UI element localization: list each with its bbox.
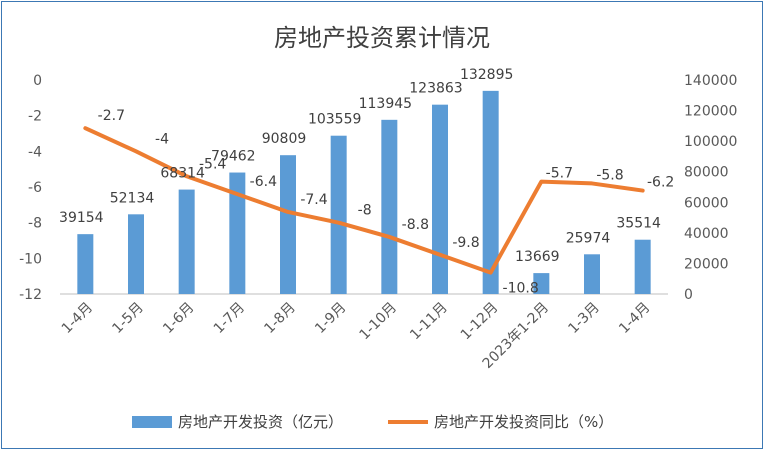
bar-data-label: 52134 <box>110 190 155 206</box>
bar <box>584 254 600 294</box>
bar-data-label: 103559 <box>308 112 361 128</box>
right-tick-label: 60000 <box>684 195 729 211</box>
line-data-label: -2.7 <box>98 108 125 124</box>
chart-title: 房地产投资累计情况 <box>274 24 490 52</box>
line-data-label: -6.2 <box>647 175 674 191</box>
bar-data-label: 35514 <box>616 216 661 232</box>
bar <box>634 239 651 294</box>
bar <box>77 234 94 294</box>
legend-bar-swatch <box>132 416 172 428</box>
left-tick-label: -12 <box>19 287 42 303</box>
category-label: 1-11月 <box>407 300 451 344</box>
category-label: 1-8月 <box>261 300 298 337</box>
line-data-label: -5.7 <box>546 166 573 182</box>
labels-group: 39154 52134 68314 79462 90809103559113945123… <box>59 67 674 297</box>
right-tick-label: 0 <box>684 287 693 303</box>
category-label: 1-6月 <box>160 300 197 337</box>
right-tick-label: 40000 <box>684 226 729 242</box>
line-data-label: -10.8 <box>503 281 539 297</box>
category-label: 1-9月 <box>312 300 349 337</box>
bar-data-label: 39154 <box>59 210 104 226</box>
line-series <box>83 126 645 275</box>
legend-bar-label: 房地产开发投资（亿元） <box>178 413 343 431</box>
chart-svg: 房地产投资累计情况 0 -2 -4 -6 -8 -10 -12 140000 120000 100… <box>19 24 737 431</box>
bar <box>482 90 499 294</box>
bar-data-label: 132895 <box>460 67 513 83</box>
category-label: 1-10月 <box>356 300 400 344</box>
right-tick-label: 100000 <box>684 134 737 150</box>
bar-data-label: 123863 <box>409 81 462 97</box>
bar <box>229 172 246 294</box>
category-label: 1-12月 <box>458 300 502 344</box>
right-tick-label: 140000 <box>684 73 737 89</box>
bar-data-label: 79462 <box>211 149 256 165</box>
right-tick-label: 120000 <box>684 104 737 120</box>
category-label: 1-4月 <box>616 300 653 337</box>
left-tick-label: -10 <box>19 251 42 267</box>
bar <box>128 214 144 294</box>
bar-data-label: 68314 <box>160 166 205 182</box>
legend-line-label: 房地产开发投资同比（%） <box>434 413 613 431</box>
bars-group <box>77 90 651 294</box>
bar-data-label: 13669 <box>515 249 560 265</box>
bar <box>381 119 398 294</box>
category-label: 1-7月 <box>211 300 248 337</box>
bar-data-label: 25974 <box>566 230 611 246</box>
right-tick-label: 20000 <box>684 256 729 272</box>
bar <box>280 155 296 294</box>
bar-data-label: 90809 <box>262 131 307 147</box>
line-group <box>83 126 645 275</box>
bar <box>533 273 550 294</box>
left-tick-label: -2 <box>28 109 42 125</box>
line-data-label: -5.8 <box>596 167 623 183</box>
line-data-label: -9.8 <box>452 235 479 251</box>
line-data-label: -4 <box>155 131 169 147</box>
bar <box>178 189 195 294</box>
legend: 房地产开发投资（亿元） 房地产开发投资同比（%） <box>132 413 613 431</box>
line-data-label: -8 <box>358 203 372 219</box>
category-label: 1-5月 <box>109 300 146 337</box>
category-label: 1-3月 <box>565 300 602 337</box>
left-tick-label: -6 <box>28 180 42 196</box>
right-tick-label: 80000 <box>684 165 729 181</box>
line-data-label: -8.8 <box>402 217 429 233</box>
left-tick-label: -8 <box>28 216 42 232</box>
line-data-label: -5.4 <box>199 156 226 172</box>
bar <box>330 135 347 294</box>
line-data-label: -7.4 <box>300 192 327 208</box>
left-tick-label: 0 <box>33 73 42 89</box>
left-tick-label: -4 <box>28 144 42 160</box>
category-label: 1-4月 <box>59 300 96 337</box>
bar <box>432 104 448 294</box>
bar-data-label: 113945 <box>359 96 412 112</box>
line-data-label: -6.4 <box>250 174 277 190</box>
